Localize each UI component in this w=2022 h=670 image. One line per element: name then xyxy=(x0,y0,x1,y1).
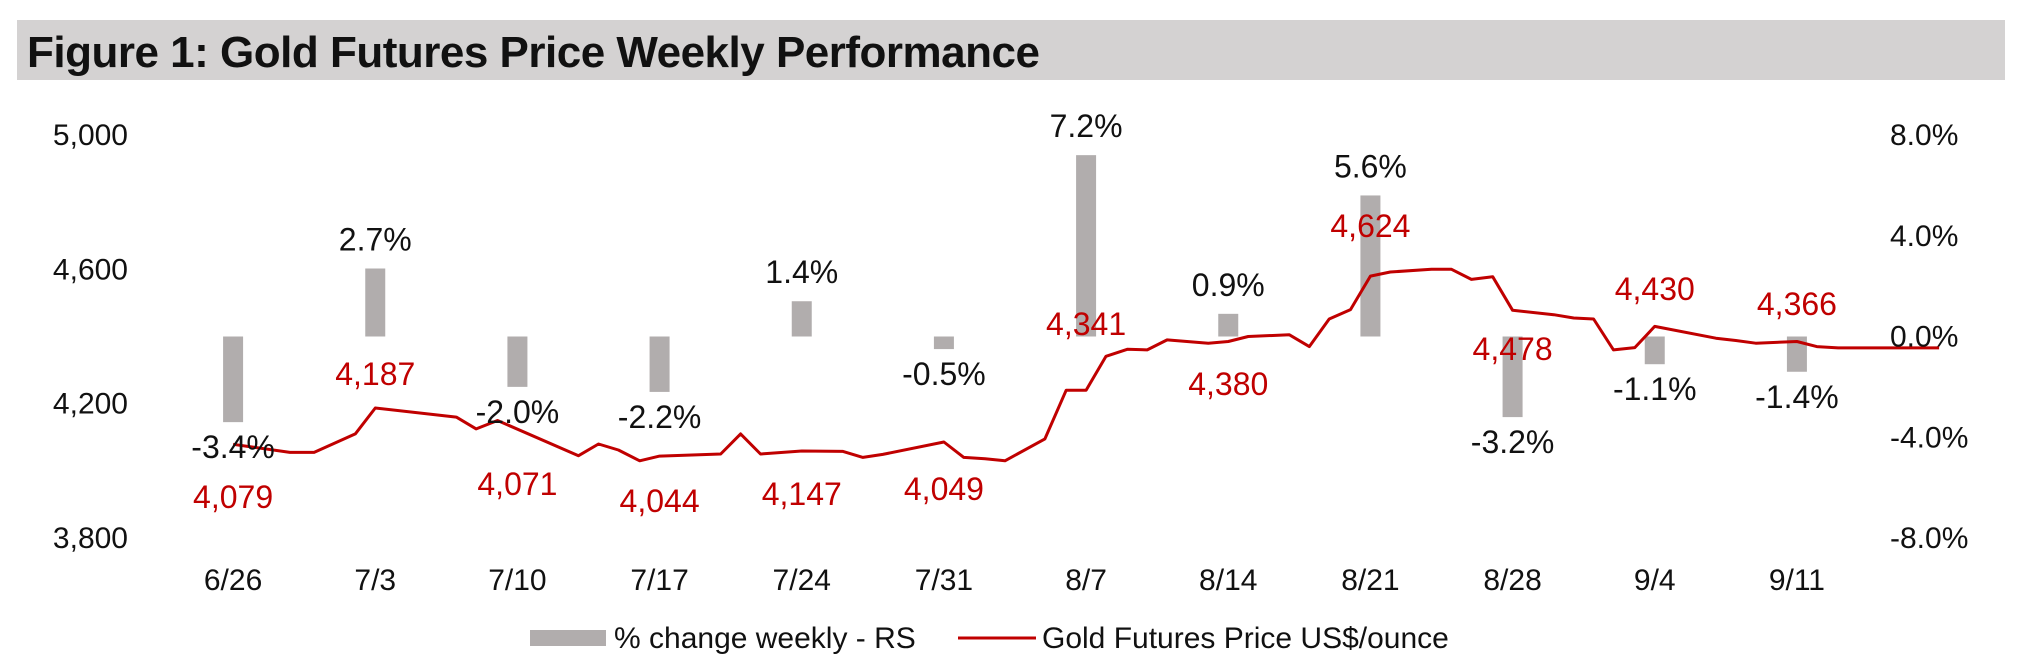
bar-7/24 xyxy=(791,301,812,337)
price-label: 4,147 xyxy=(762,476,842,512)
legend: % change weekly - RS Gold Futures Price U… xyxy=(530,622,1449,655)
y-right-tick: 8.0% xyxy=(1890,119,1958,152)
x-tick: 8/14 xyxy=(1199,564,1257,597)
bar-6/26 xyxy=(223,336,244,423)
bar-7/17 xyxy=(649,336,670,392)
bar-label: 7.2% xyxy=(1050,108,1123,144)
price-label: 4,366 xyxy=(1757,286,1837,322)
y-left-tick: 4,600 xyxy=(53,253,128,286)
x-tick: 7/24 xyxy=(773,564,831,597)
chart-title: Figure 1: Gold Futures Price Weekly Perf… xyxy=(27,28,1040,77)
axes-layer: 3,800 4,200 4,600 5,000 -8.0% -4.0% 0.0% 4.0% 8.… xyxy=(53,119,1968,597)
y-right-tick: 4.0% xyxy=(1890,220,1958,253)
bar-7/31 xyxy=(933,336,954,350)
x-tick: 7/3 xyxy=(354,564,396,597)
line-layer xyxy=(232,267,1940,463)
price-label: 4,624 xyxy=(1330,208,1410,244)
x-tick: 9/11 xyxy=(1769,564,1825,597)
bar-8/7 xyxy=(1076,155,1097,337)
x-tick: 8/7 xyxy=(1065,564,1107,597)
legend-label-bars: % change weekly - RS xyxy=(614,622,916,655)
bar-label: -1.1% xyxy=(1613,371,1697,407)
x-tick: 8/28 xyxy=(1483,564,1541,597)
price-label: 4,380 xyxy=(1188,366,1268,402)
price-label: 4,044 xyxy=(620,483,700,519)
bar-7/3 xyxy=(365,268,386,337)
title-bar: Figure 1: Gold Futures Price Weekly Perf… xyxy=(17,20,2005,80)
y-left-tick: 4,200 xyxy=(53,388,128,421)
bar-8/21 xyxy=(1360,195,1381,337)
bar-9/4 xyxy=(1644,336,1665,365)
bar-label: -3.2% xyxy=(1471,424,1555,460)
bar-label: 5.6% xyxy=(1334,148,1407,184)
y-left-tick: 3,800 xyxy=(53,522,128,555)
price-label: 4,478 xyxy=(1473,331,1553,367)
bar-label: -0.5% xyxy=(902,356,986,392)
labels-layer: -3.4% 2.7% -2.0% -2.2% 1.4% -0.5% 7.2% 0.9% 5.6%… xyxy=(191,108,1838,519)
price-label: 4,341 xyxy=(1046,306,1126,342)
legend-label-line: Gold Futures Price US$/ounce xyxy=(1042,622,1449,655)
bar-label: -1.4% xyxy=(1755,379,1839,415)
bar-9/11 xyxy=(1786,336,1807,372)
price-label: 4,071 xyxy=(477,466,557,502)
x-tick: 7/10 xyxy=(488,564,546,597)
x-tick: 6/26 xyxy=(204,564,262,597)
bar-label: 0.9% xyxy=(1192,267,1265,303)
y-right-tick: -4.0% xyxy=(1890,421,1968,454)
price-label: 4,187 xyxy=(335,356,415,392)
legend-swatch-bars xyxy=(530,630,606,646)
y-left-tick: 5,000 xyxy=(53,119,128,152)
bar-7/10 xyxy=(507,336,528,387)
gold-price-line xyxy=(232,267,1940,463)
x-tick: 9/4 xyxy=(1634,564,1676,597)
y-right-tick: 0.0% xyxy=(1890,321,1958,354)
bars-layer xyxy=(223,155,1807,423)
bar-label: 2.7% xyxy=(339,221,412,257)
price-label: 4,049 xyxy=(904,471,984,507)
price-label: 4,079 xyxy=(193,479,273,515)
bar-label: -3.4% xyxy=(191,429,275,465)
bar-label: -2.0% xyxy=(476,394,560,430)
x-tick: 7/31 xyxy=(915,564,973,597)
bar-label: -2.2% xyxy=(618,399,702,435)
x-tick: 7/17 xyxy=(630,564,688,597)
bar-8/28 xyxy=(1502,336,1523,418)
y-right-tick: -8.0% xyxy=(1890,522,1968,555)
bar-label: 1.4% xyxy=(765,254,838,290)
price-label: 4,430 xyxy=(1615,271,1695,307)
bar-8/14 xyxy=(1218,313,1239,337)
x-tick: 8/21 xyxy=(1341,564,1399,597)
